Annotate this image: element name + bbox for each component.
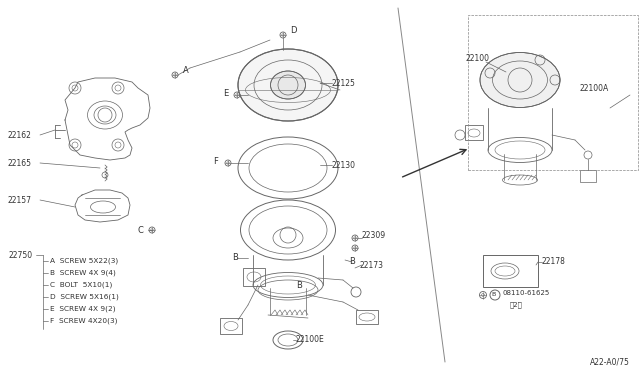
Text: B: B bbox=[349, 257, 355, 266]
Text: A22-A0/75: A22-A0/75 bbox=[590, 357, 630, 366]
Text: 22125: 22125 bbox=[332, 78, 356, 87]
Bar bbox=[220, 318, 242, 334]
Text: D: D bbox=[290, 26, 296, 35]
Text: 22100A: 22100A bbox=[580, 83, 609, 93]
Text: B  SCREW 4X 9(4): B SCREW 4X 9(4) bbox=[50, 270, 116, 276]
Text: 22750: 22750 bbox=[8, 250, 32, 260]
Text: E  SCREW 4X 9(2): E SCREW 4X 9(2) bbox=[50, 306, 116, 312]
Text: B: B bbox=[232, 253, 238, 263]
Text: A: A bbox=[183, 65, 189, 74]
Text: B: B bbox=[296, 280, 302, 289]
Text: 22100: 22100 bbox=[466, 54, 490, 62]
Ellipse shape bbox=[271, 71, 305, 99]
Text: 22100E: 22100E bbox=[296, 336, 324, 344]
Text: F: F bbox=[213, 157, 218, 166]
Text: B: B bbox=[492, 292, 496, 298]
Bar bbox=[356, 310, 378, 324]
Text: A  SCREW 5X22(3): A SCREW 5X22(3) bbox=[50, 258, 118, 264]
Text: F  SCREW 4X20(3): F SCREW 4X20(3) bbox=[50, 318, 118, 324]
Text: （2）: （2） bbox=[510, 302, 523, 308]
Bar bbox=[243, 268, 265, 286]
Text: 08110-61625: 08110-61625 bbox=[503, 290, 550, 296]
Text: 22178: 22178 bbox=[542, 257, 566, 266]
Text: 22162: 22162 bbox=[7, 131, 31, 140]
Bar bbox=[483, 255, 538, 287]
Text: D  SCREW 5X16(1): D SCREW 5X16(1) bbox=[50, 294, 119, 300]
Text: 22157: 22157 bbox=[7, 196, 31, 205]
Text: E: E bbox=[223, 89, 228, 97]
Text: 22130: 22130 bbox=[332, 160, 356, 170]
Bar bbox=[465, 125, 483, 140]
Text: C  BOLT  5X10(1): C BOLT 5X10(1) bbox=[50, 282, 113, 288]
Text: 22309: 22309 bbox=[362, 231, 386, 240]
Bar bbox=[580, 170, 596, 182]
Text: C: C bbox=[137, 225, 143, 234]
Bar bbox=[468, 15, 638, 170]
Ellipse shape bbox=[238, 49, 338, 121]
Text: 22173: 22173 bbox=[360, 260, 384, 269]
Ellipse shape bbox=[480, 52, 560, 108]
Text: 22165: 22165 bbox=[7, 158, 31, 167]
